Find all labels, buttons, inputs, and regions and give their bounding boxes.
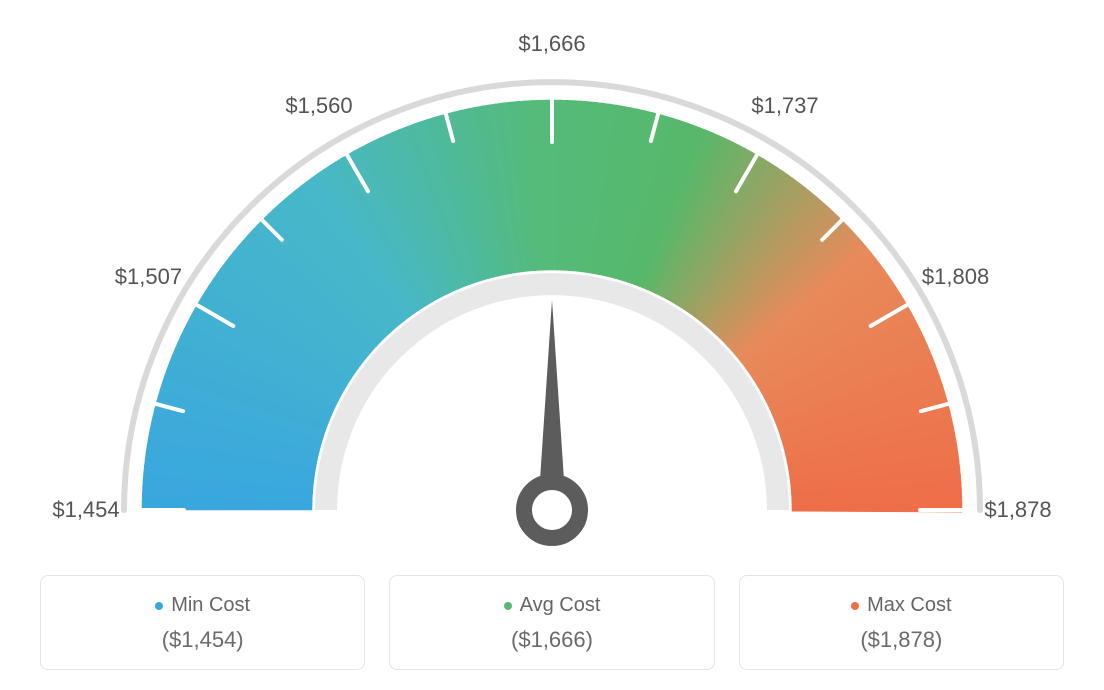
legend-dot-avg bbox=[504, 602, 512, 610]
gauge-scale-label: $1,808 bbox=[922, 264, 989, 290]
legend-title-max: Max Cost bbox=[851, 594, 951, 617]
legend-card-max: Max Cost ($1,878) bbox=[739, 575, 1064, 670]
legend-value-max: ($1,878) bbox=[752, 627, 1051, 653]
legend-label-max: Max Cost bbox=[867, 594, 951, 617]
gauge-scale-label: $1,507 bbox=[115, 264, 182, 290]
legend-dot-min bbox=[155, 602, 163, 610]
legend-row: Min Cost ($1,454) Avg Cost ($1,666) Max … bbox=[40, 575, 1064, 670]
legend-title-avg: Avg Cost bbox=[504, 594, 601, 617]
legend-value-min: ($1,454) bbox=[53, 627, 352, 653]
legend-value-avg: ($1,666) bbox=[402, 627, 701, 653]
gauge-scale-label: $1,737 bbox=[751, 93, 818, 119]
gauge-scale-label: $1,878 bbox=[984, 497, 1051, 523]
gauge-scale-label: $1,666 bbox=[518, 31, 585, 57]
gauge-svg bbox=[72, 40, 1032, 560]
gauge-scale-label: $1,454 bbox=[52, 497, 119, 523]
legend-label-avg: Avg Cost bbox=[520, 594, 601, 617]
legend-card-min: Min Cost ($1,454) bbox=[40, 575, 365, 670]
legend-label-min: Min Cost bbox=[171, 594, 250, 617]
legend-title-min: Min Cost bbox=[155, 594, 250, 617]
gauge-chart: $1,454 $1,507 $1,560 $1,666 $1,737 $1,808 $1,8… bbox=[0, 0, 1104, 560]
legend-card-avg: Avg Cost ($1,666) bbox=[389, 575, 714, 670]
gauge-scale-label: $1,560 bbox=[285, 93, 352, 119]
legend-dot-max bbox=[851, 602, 859, 610]
